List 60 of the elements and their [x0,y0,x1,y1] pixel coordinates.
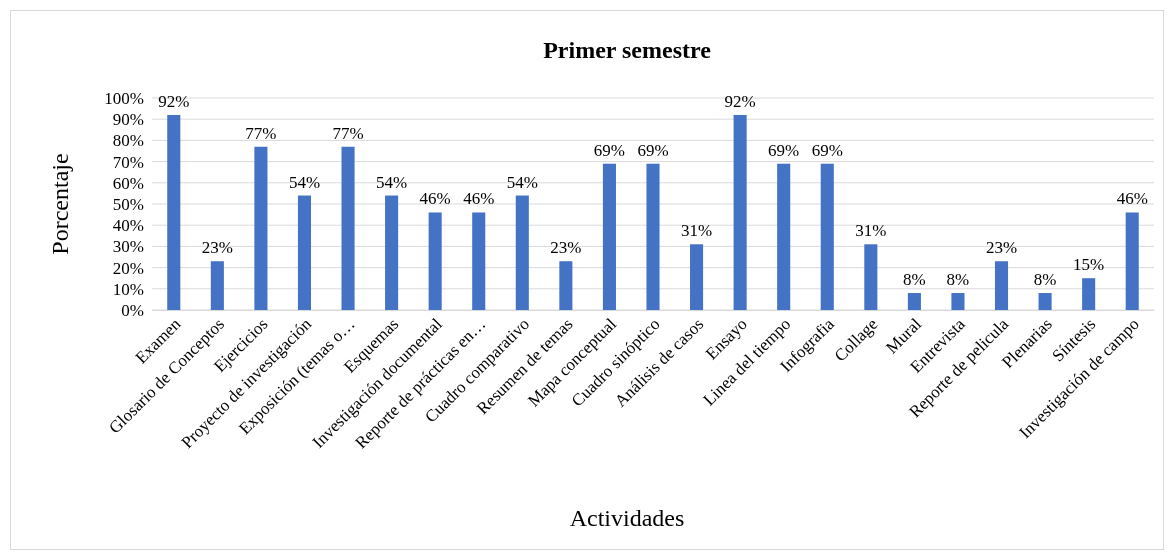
bar [428,212,442,310]
data-label: 23% [550,238,582,258]
data-label: 54% [506,172,538,192]
y-tick-label: 20% [112,258,144,278]
data-label: 54% [288,172,321,192]
bar [820,163,834,310]
bar [385,195,399,310]
y-tick-label: 10% [112,279,144,299]
bar [864,244,878,310]
y-tick-label: 80% [112,131,144,151]
bar [210,261,224,310]
data-label: 8% [903,270,926,290]
data-label: 92% [724,91,756,111]
data-label: 69% [811,140,843,160]
data-label: 31% [855,221,887,241]
bar [733,114,747,310]
bar [515,195,529,310]
data-label: 46% [419,189,451,209]
data-label: 23% [985,238,1018,258]
y-axis-title: Porcentaje [47,153,73,255]
bar [777,163,791,310]
y-tick-label: 40% [112,216,144,236]
y-tick-label: 30% [112,237,144,257]
bar [646,163,660,310]
data-label: 77% [332,123,364,143]
bar [602,163,616,310]
y-tick-label: 90% [112,110,144,130]
y-tick-label: 0% [121,300,144,320]
data-label: 69% [637,140,669,160]
y-tick-label: 100% [104,88,144,108]
data-label: 69% [593,140,626,160]
data-label: 46% [1116,189,1148,209]
data-label: 23% [201,238,233,258]
bar [951,293,965,310]
bar [297,195,312,310]
y-tick-label: 70% [112,152,144,172]
data-label: 92% [158,91,190,111]
bar [994,261,1009,310]
bar [472,212,486,310]
data-label: 8% [946,270,970,290]
bar [1038,293,1052,310]
chart-title: Primer semestre [543,37,712,63]
bar [559,261,573,310]
bar [1125,212,1139,310]
bar [254,146,268,310]
data-label: 77% [245,123,277,143]
y-tick-label: 50% [112,194,144,214]
bar [1082,278,1096,310]
data-label: 31% [680,221,713,241]
bar [907,293,921,310]
data-label: 46% [463,189,495,209]
data-label: 8% [1033,270,1057,290]
data-label: 69% [768,140,800,160]
data-label: 15% [1073,255,1105,275]
y-tick-label: 60% [112,173,144,193]
bar [341,146,355,310]
bar [167,114,181,310]
data-label: 54% [376,172,408,192]
x-axis-title: Actividades [569,505,685,531]
bar [690,244,704,310]
